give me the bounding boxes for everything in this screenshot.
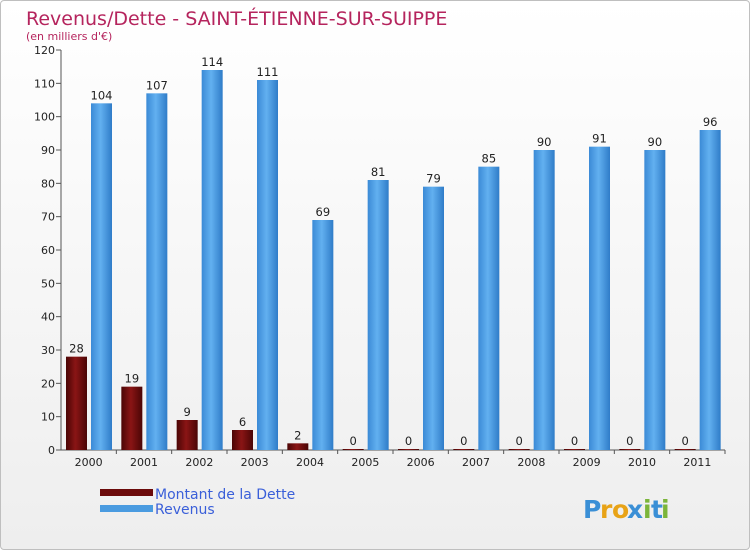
bar-revenus-2009 (589, 146, 610, 450)
label-dette-2003: 6 (239, 415, 246, 429)
bar-dette-2007 (453, 449, 475, 450)
logo-letter: x (627, 495, 643, 524)
y-tick-label: 120 (34, 44, 55, 57)
bar-revenus-2001 (146, 93, 168, 450)
bar-revenus-2004 (312, 220, 334, 450)
label-revenus-2001: 107 (146, 78, 168, 92)
x-tick-label: 2001 (130, 456, 158, 469)
y-tick-label: 50 (41, 277, 55, 290)
label-revenus-2010: 90 (648, 135, 663, 149)
label-revenus-2006: 79 (426, 172, 441, 186)
label-dette-2002: 9 (184, 405, 191, 419)
bar-revenus-2003 (257, 80, 278, 450)
label-revenus-2004: 69 (316, 205, 331, 219)
label-dette-2009: 0 (571, 434, 578, 448)
x-tick-label: 2009 (573, 456, 601, 469)
legend: Montant de la Dette Revenus (100, 487, 295, 518)
label-revenus-2005: 81 (371, 165, 386, 179)
logo-letter: i (661, 495, 670, 524)
chart-subtitle: (en milliers d'€) (26, 30, 112, 43)
x-tick-label: 2010 (628, 456, 656, 469)
bar-dette-2005 (342, 449, 364, 450)
logo-letter: P (583, 495, 601, 524)
y-tick-label: 110 (34, 77, 55, 90)
label-dette-2011: 0 (682, 434, 689, 448)
x-tick-label: 2008 (517, 456, 545, 469)
y-tick-label: 80 (41, 177, 55, 190)
x-tick-label: 2005 (351, 456, 379, 469)
y-tick-label: 0 (48, 444, 55, 457)
y-tick-label: 90 (41, 144, 55, 157)
x-tick-label: 2000 (75, 456, 103, 469)
label-dette-2001: 19 (125, 372, 140, 386)
x-tick-label: 2006 (407, 456, 435, 469)
label-revenus-2009: 91 (592, 132, 607, 146)
bar-revenus-2002 (201, 70, 223, 450)
y-tick-label: 10 (41, 411, 55, 424)
logo-letter: t (651, 495, 663, 524)
bar-dette-2003 (232, 430, 253, 450)
bar-revenus-2008 (533, 150, 555, 450)
bar-dette-2008 (508, 449, 530, 450)
label-revenus-2007: 85 (482, 152, 497, 166)
bar-revenus-2007 (478, 166, 500, 450)
y-tick-label: 100 (34, 111, 55, 124)
label-revenus-2000: 104 (91, 88, 113, 102)
bar-dette-2006 (398, 449, 419, 450)
bar-revenus-2006 (423, 186, 444, 450)
bar-dette-2001 (121, 386, 143, 450)
bar-dette-2009 (564, 449, 585, 450)
x-tick-label: 2007 (462, 456, 490, 469)
bar-revenus-2005 (367, 180, 389, 450)
bar-revenus-2000 (91, 103, 112, 450)
y-tick-label: 40 (41, 311, 55, 324)
bar-revenus-2010 (644, 150, 666, 450)
label-dette-2007: 0 (460, 434, 467, 448)
bar-revenus-2011 (699, 130, 721, 450)
legend-label-revenus: Revenus (155, 502, 215, 518)
y-tick-label: 60 (41, 244, 55, 257)
label-dette-2010: 0 (626, 434, 633, 448)
legend-swatch-dette (100, 489, 153, 496)
x-tick-label: 2011 (683, 456, 711, 469)
label-dette-2006: 0 (405, 434, 412, 448)
label-dette-2005: 0 (350, 434, 357, 448)
label-revenus-2011: 96 (703, 115, 718, 129)
label-revenus-2008: 90 (537, 135, 552, 149)
logo-letter: r (600, 495, 613, 524)
y-tick-label: 70 (41, 211, 55, 224)
label-dette-2008: 0 (516, 434, 523, 448)
legend-swatch-revenus (100, 505, 153, 512)
label-dette-2004: 2 (294, 428, 301, 442)
data-labels: 28 104 19 107 9 114 6 111 2 69 0 81 0 79 0 85 0 90 0 91 0 90 0… (69, 55, 717, 448)
bar-dette-2011 (674, 449, 696, 450)
logo-letter: i (643, 495, 652, 524)
x-tick-label: 2002 (185, 456, 213, 469)
bar-dette-2010 (619, 449, 641, 450)
y-tick-label: 30 (41, 344, 55, 357)
x-tick-label: 2003 (241, 456, 269, 469)
label-revenus-2003: 111 (257, 65, 279, 79)
legend-label-dette: Montant de la Dette (155, 487, 295, 503)
x-tick-label: 2004 (296, 456, 324, 469)
bars (66, 70, 721, 450)
bar-dette-2000 (66, 356, 87, 450)
label-dette-2000: 28 (69, 342, 84, 356)
logo-letter: o (612, 495, 629, 524)
chart-title: Revenus/Dette - SAINT-ÉTIENNE-SUR-SUIPPE (26, 7, 447, 30)
proxiti-logo: Pr ox i ti (583, 495, 670, 524)
bar-dette-2002 (176, 420, 198, 450)
y-tick-label: 20 (41, 377, 55, 390)
bar-dette-2004 (287, 443, 309, 450)
label-revenus-2002: 114 (201, 55, 223, 69)
